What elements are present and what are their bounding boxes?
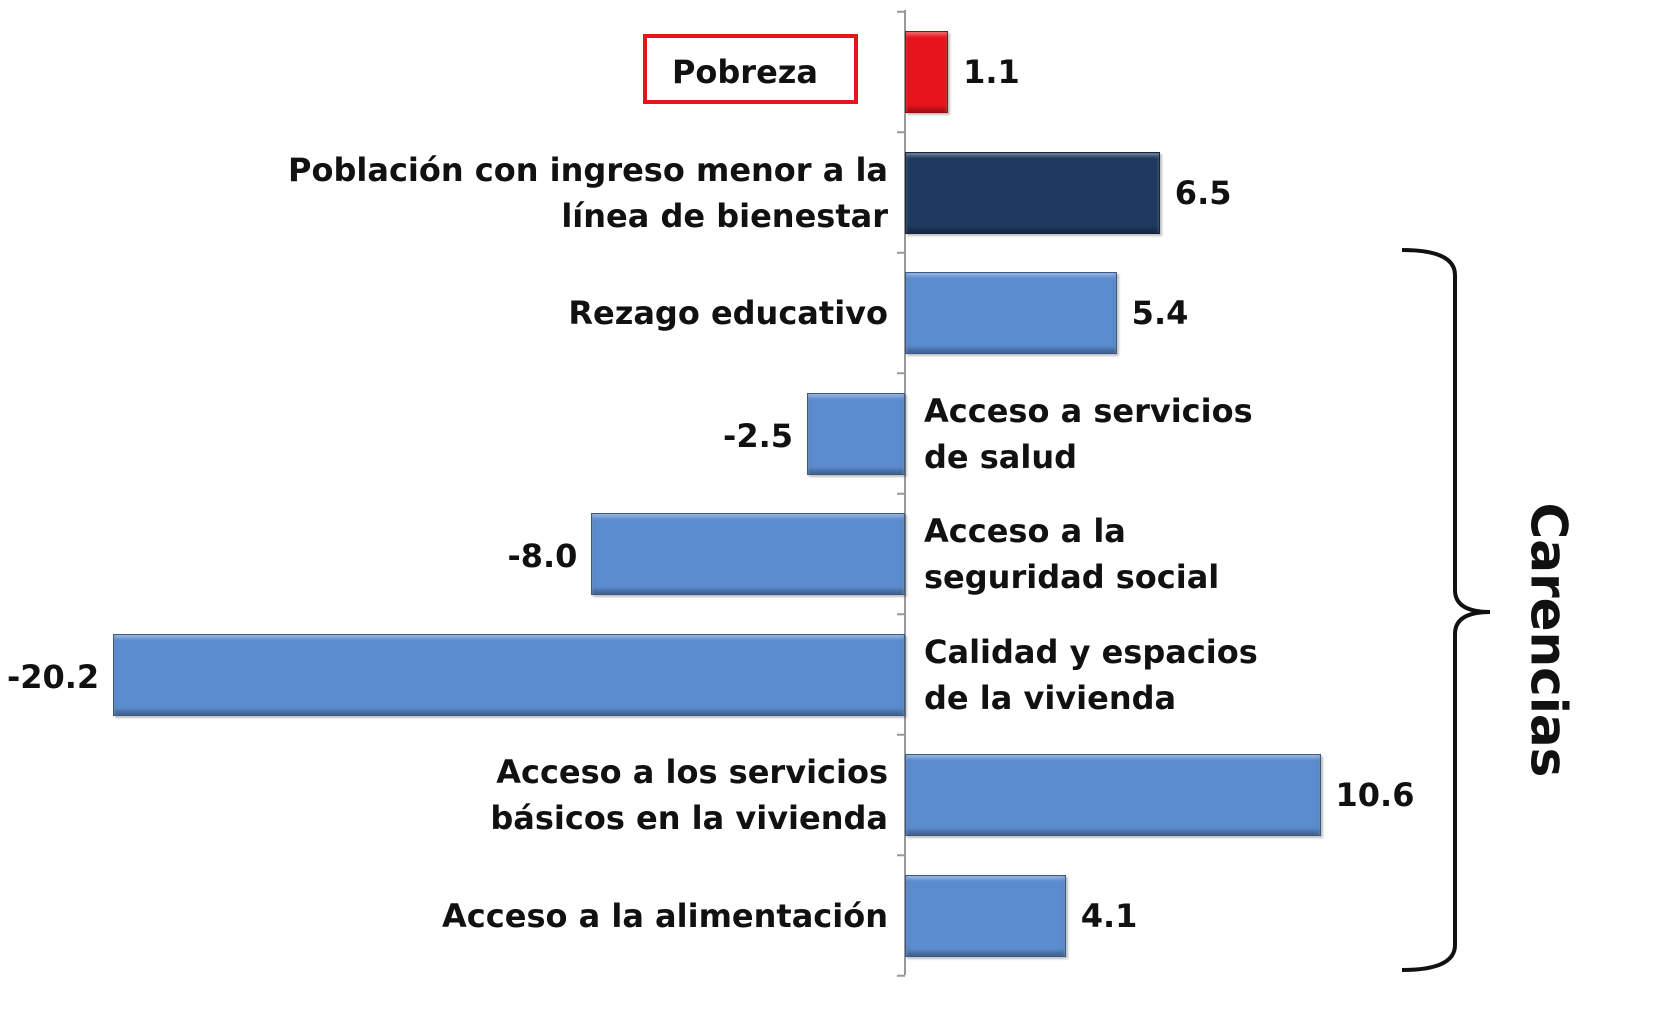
annotation: Carencias — [1520, 503, 1578, 778]
value-label: -2.5 — [723, 416, 793, 455]
value-label: 1.1 — [963, 53, 1020, 91]
value-label: 4.1 — [1080, 896, 1138, 935]
bar — [905, 874, 1066, 957]
highlight-box — [643, 34, 858, 104]
category-label: Acceso a los servicios básicos en la viv… — [490, 753, 888, 837]
bar — [905, 272, 1117, 354]
bar — [807, 392, 905, 475]
bar — [591, 513, 905, 595]
bar — [905, 31, 949, 113]
bar — [905, 754, 1321, 836]
bar — [905, 151, 1160, 234]
category-label: Rezago educativo — [568, 294, 888, 332]
category-label: Acceso a la seguridad social — [924, 512, 1220, 596]
category-label: Calidad y espacios de la vivienda — [924, 632, 1258, 717]
value-label: 5.4 — [1131, 294, 1189, 332]
category-label: Acceso a la alimentación — [442, 896, 888, 935]
value-label: 6.5 — [1174, 173, 1232, 212]
value-label: -20.2 — [6, 657, 100, 696]
value-label: -8.0 — [507, 537, 578, 575]
category-label: Población con ingreso menor a la línea d… — [288, 150, 888, 235]
category-label: Acceso a servicios de salud — [924, 391, 1253, 476]
bar — [113, 633, 905, 716]
bracket — [1401, 248, 1491, 972]
value-label: 10.6 — [1335, 776, 1415, 814]
category-label: Pobreza — [671, 53, 818, 91]
